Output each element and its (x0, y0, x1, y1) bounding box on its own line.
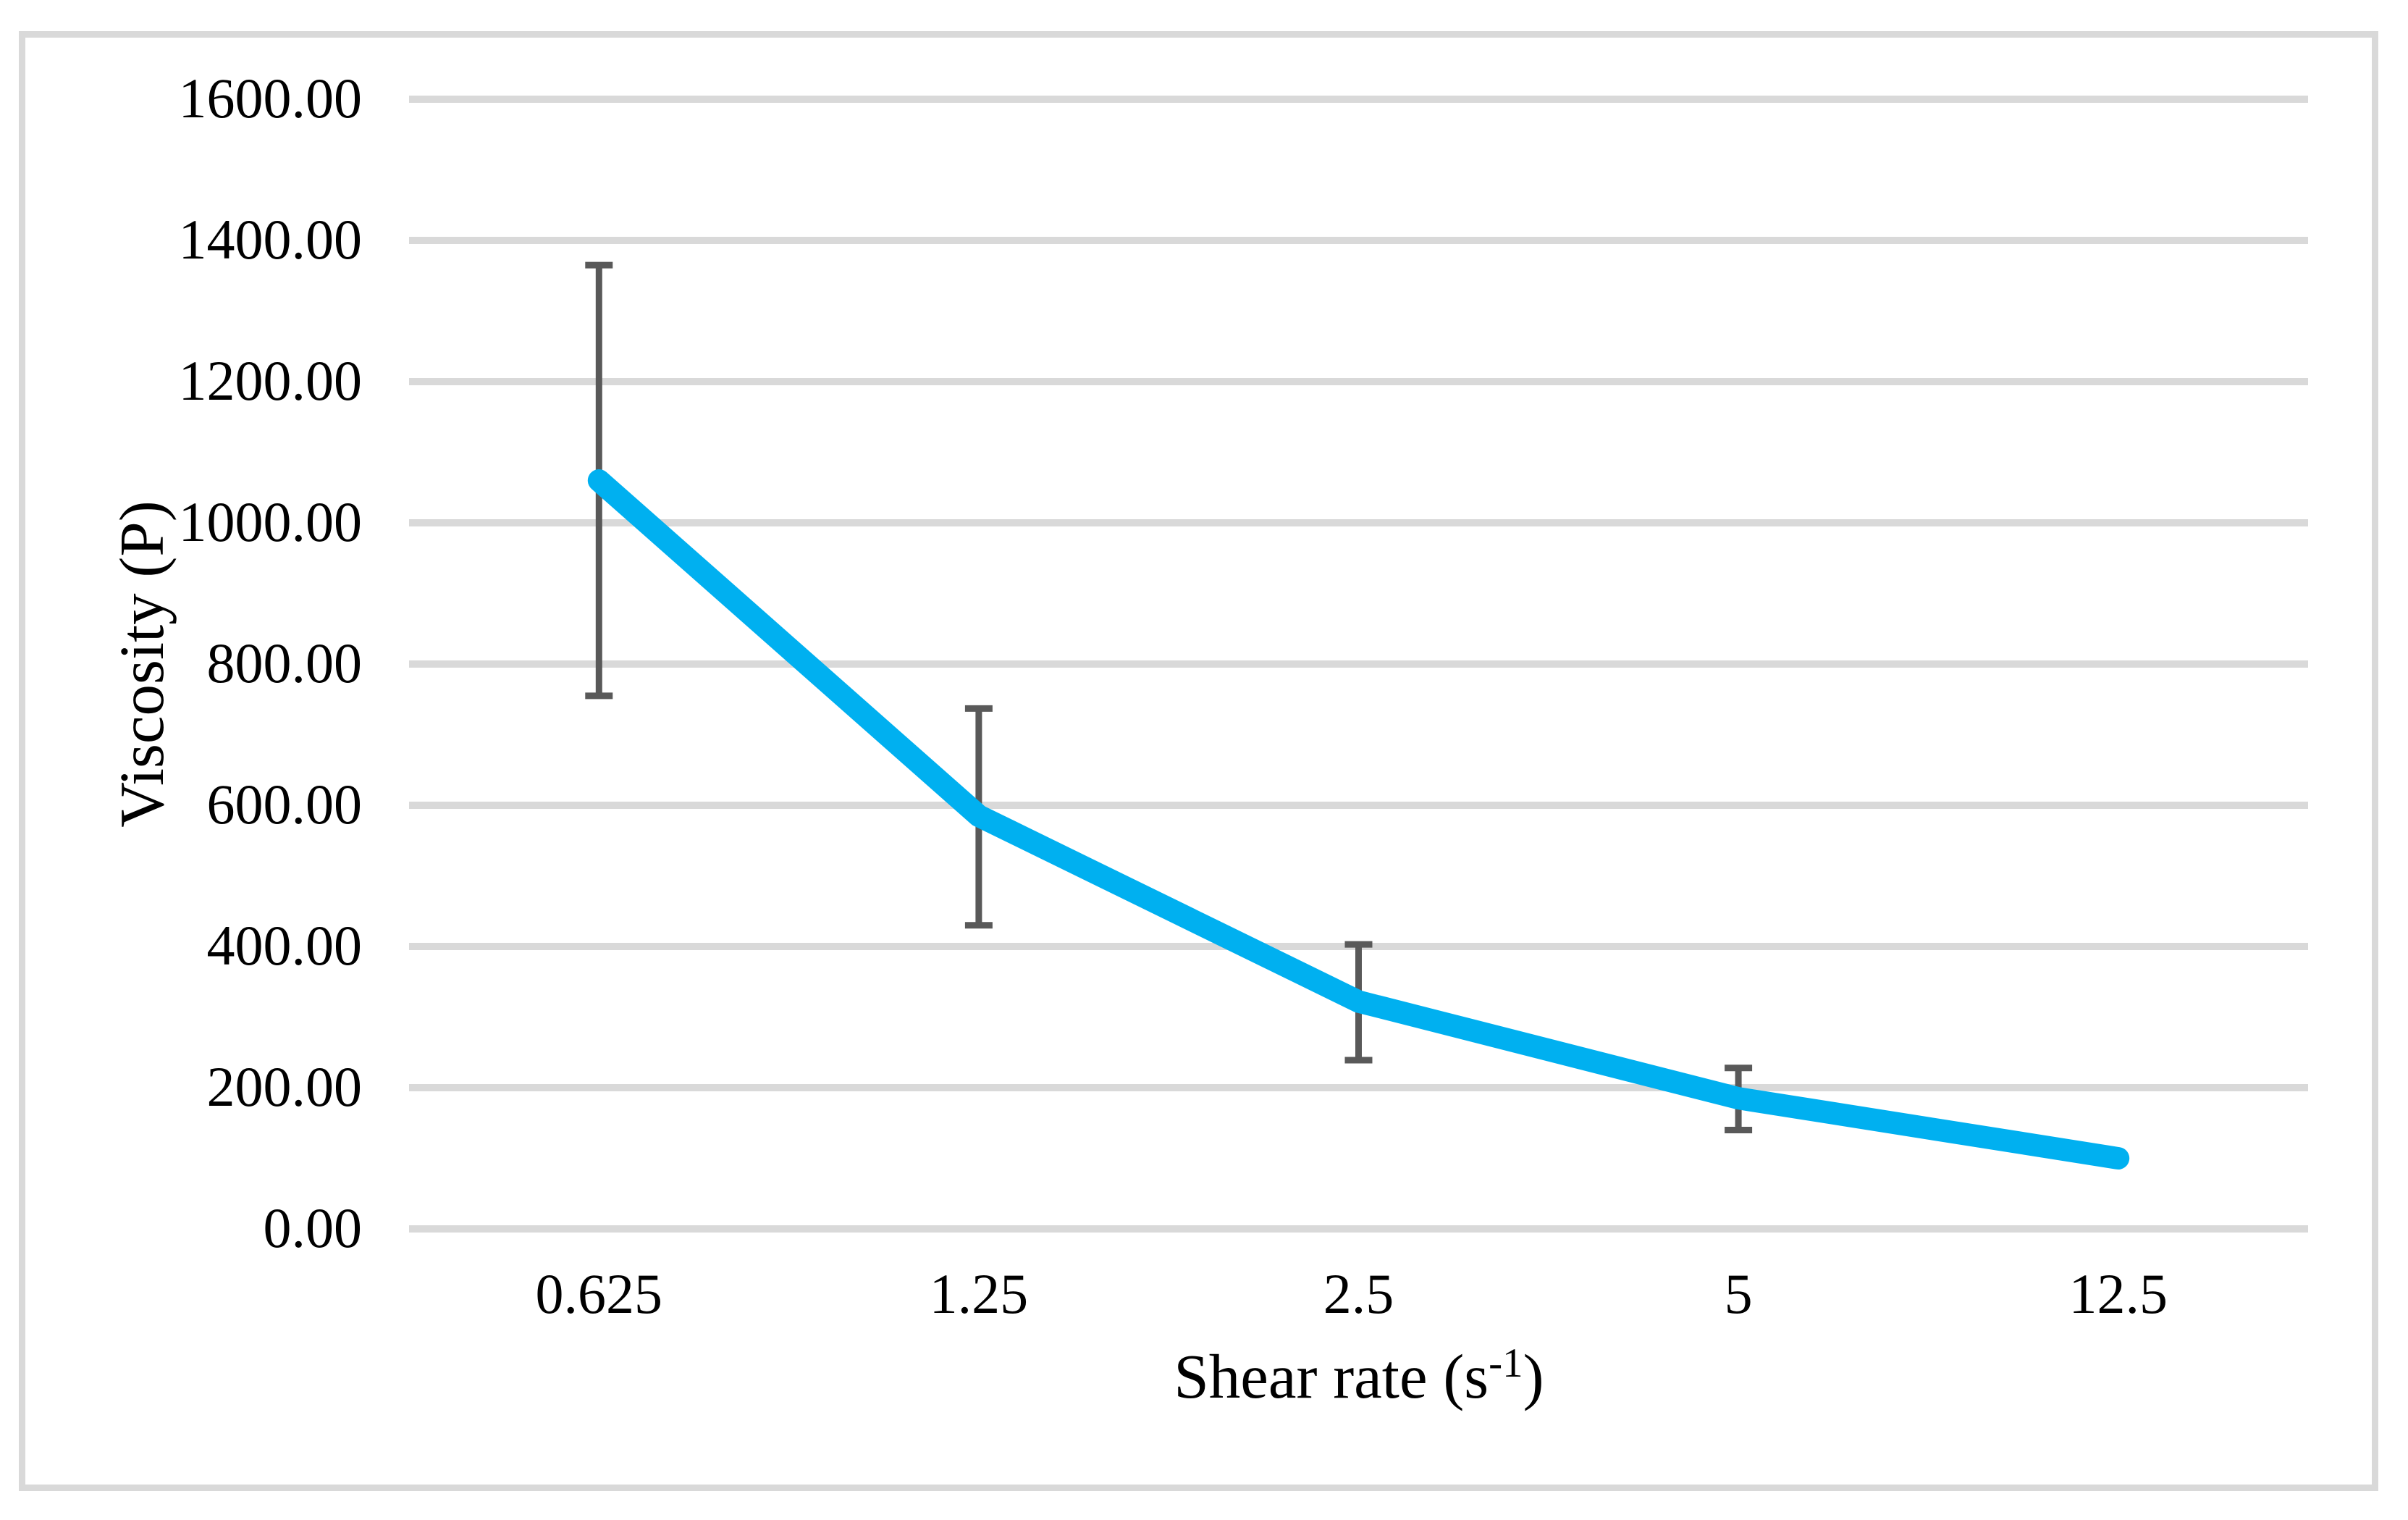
x-axis-title-text: Shear rate (s (1174, 1341, 1489, 1411)
y-tick-label: 200.00 (207, 1055, 363, 1118)
y-tick-label: 1000.00 (179, 490, 363, 553)
y-tick-label: 1600.00 (179, 67, 363, 130)
y-tick-label: 1200.00 (179, 349, 363, 412)
x-tick-label: 5 (1725, 1262, 1753, 1325)
x-axis-tick-labels: 0.625 1.25 2.5 5 12.5 (536, 1262, 2168, 1325)
gridlines (409, 96, 2308, 1233)
y-axis-title: Viscosity (P) (106, 500, 177, 828)
x-tick-label: 1.25 (930, 1262, 1029, 1325)
x-axis-title-suffix: ) (1523, 1341, 1544, 1411)
y-tick-label: 400.00 (207, 914, 363, 977)
x-axis-title-superscript: -1 (1489, 1340, 1523, 1386)
y-tick-label: 1400.00 (179, 208, 363, 271)
viscosity-series-line (587, 469, 2130, 1170)
y-tick-label: 800.00 (207, 631, 363, 694)
x-tick-label: 12.5 (2068, 1262, 2168, 1325)
y-axis-tick-labels: 0.00 200.00 400.00 600.00 800.00 1000.00 1200.… (179, 67, 363, 1259)
figure-border (19, 31, 2378, 1491)
y-tick-label: 600.00 (207, 773, 363, 836)
x-axis-title: Shear rate (s-1) (1174, 1340, 1544, 1411)
x-tick-label: 2.5 (1323, 1262, 1394, 1325)
x-tick-label: 0.625 (536, 1262, 663, 1325)
y-tick-label: 0.00 (264, 1196, 363, 1259)
error-bars (585, 261, 1753, 1133)
